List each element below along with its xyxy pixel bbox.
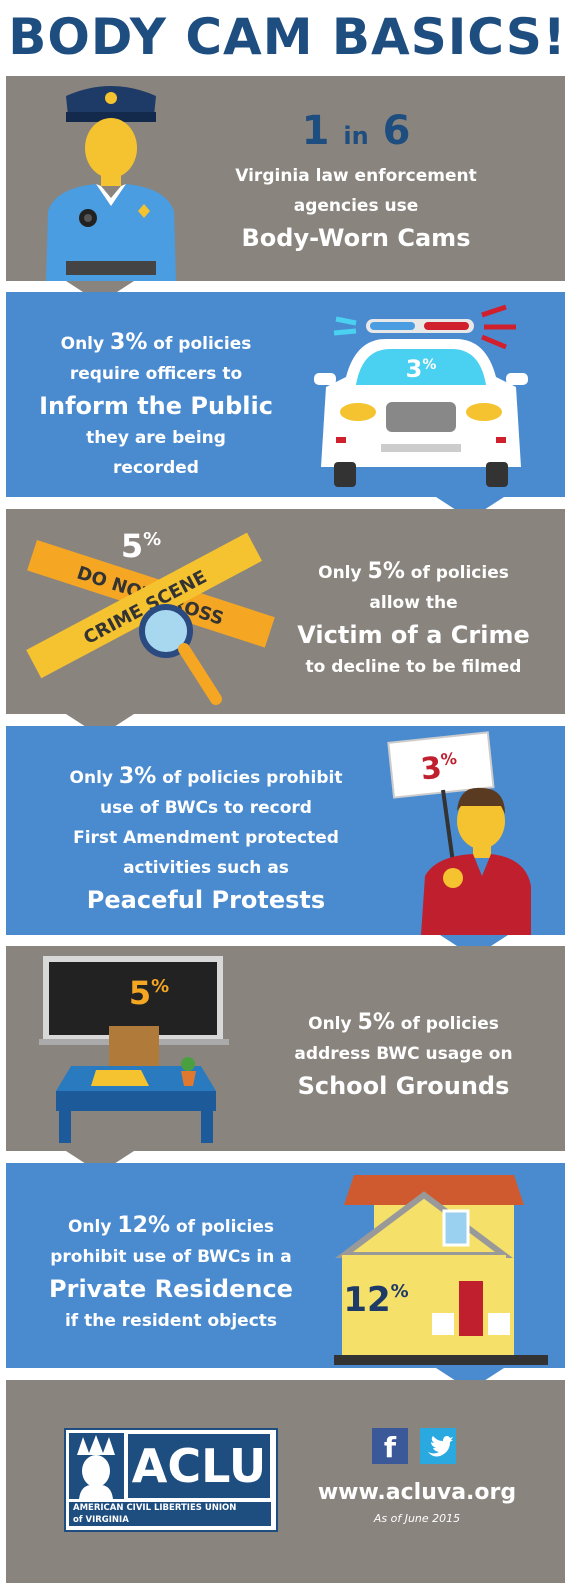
facebook-icon[interactable]: f [372, 1428, 408, 1464]
stat-line-4: if the resident objects [64, 1311, 278, 1331]
protester-illustration: 3% [387, 731, 531, 935]
panel-victim-of-crime: 5% DO NOT CROSS CRIME SCENE Only 5% of p… [6, 509, 565, 714]
police-officer-illustration [46, 86, 176, 281]
stat-line-3: First Amendment protected [73, 828, 339, 848]
stat-pre: Only [318, 563, 362, 583]
aclu-org-line-1: AMERICAN CIVIL LIBERTIES UNION [73, 1503, 237, 1513]
stat-victim-of-crime: Only 5% of policies allow the Victim of … [276, 557, 551, 682]
crime-scene-tape-illustration: 5% DO NOT CROSS CRIME SCENE [26, 527, 275, 705]
house-illustration: 12% [334, 1175, 548, 1365]
stat-line-2: agencies use [293, 196, 419, 216]
panel-body-worn-cams: 1 in 6 Virginia law enforcement agencies… [6, 76, 565, 281]
twitter-bird-icon [428, 1436, 453, 1457]
aclu-org-line-2: of VIRGINIA [73, 1515, 129, 1525]
stat-percent: 3% [118, 764, 157, 789]
stat-highlight: Peaceful Protests [86, 886, 326, 914]
crime-badge-text: 5% [121, 527, 161, 565]
stat-school-grounds: Only 5% of policies address BWC usage on… [261, 1008, 546, 1103]
footer: ACLU AMERICAN CIVIL LIBERTIES UNION of V… [6, 1380, 565, 1583]
house-badge-text: 12% [343, 1280, 408, 1320]
stat-line-2: require officers to [69, 364, 243, 384]
stat-pre: Only [60, 334, 105, 354]
stat-line-1: Virginia law enforcement [235, 166, 477, 186]
stat-line-2: prohibit use of BWCs in a [50, 1247, 292, 1267]
stat-post: of policies prohibit [162, 768, 343, 788]
classroom-illustration: 5% [39, 956, 229, 1143]
stat-pre: Only [69, 768, 113, 788]
stat-line-2: use of BWCs to record [100, 798, 312, 818]
panel-school-grounds: 5% Only 5% of policies address BWC usage… [6, 946, 565, 1151]
police-car-illustration: 3% [314, 304, 528, 487]
stat-line-5: recorded [113, 458, 199, 478]
stat-post: of policies [410, 563, 509, 583]
stat-percent: 5% [357, 1010, 395, 1035]
stat-percent: 5% [367, 559, 405, 584]
stat-line-2: address BWC usage on [294, 1044, 513, 1064]
stat-pre: Only [67, 1217, 112, 1237]
stat-highlight: Victim of a Crime [297, 621, 530, 649]
aclu-org-name: AMERICAN CIVIL LIBERTIES UNION of VIRGIN… [69, 1502, 271, 1526]
stat-line-4: to decline to be filmed [305, 657, 522, 677]
stat-line-4: they are being [86, 428, 226, 448]
car-badge-text: 3% [406, 355, 437, 383]
board-badge-text: 5% [129, 974, 169, 1012]
stat-highlight: Private Residence [49, 1275, 293, 1303]
stat-post: of policies [400, 1014, 499, 1034]
stat-line-2: allow the [369, 593, 458, 613]
twitter-icon[interactable] [420, 1428, 456, 1464]
statue-of-liberty-icon [69, 1433, 124, 1499]
page-title: BODY CAM BASICS! [8, 8, 567, 66]
stat-number-a: 1 [301, 108, 330, 154]
website-link[interactable]: www.acluva.org [317, 1480, 517, 1505]
stat-number-b: 6 [382, 108, 411, 154]
stat-in: in [343, 122, 369, 150]
stat-private-residence: Only 12% of policies prohibit use of BWC… [26, 1211, 316, 1336]
stat-pre: Only [308, 1014, 352, 1034]
stat-percent: 12% [117, 1213, 171, 1238]
stat-post: of policies [175, 1217, 275, 1237]
stat-inform-public: Only 3% of policies require officers to … [16, 328, 296, 483]
stat-line-4: activities such as [123, 858, 289, 878]
stat-highlight: Inform the Public [39, 392, 273, 420]
aclu-wordmark: ACLU [128, 1434, 270, 1498]
stat-highlight: Body-Worn Cams [241, 224, 471, 252]
panel-private-residence: Only 12% of policies prohibit use of BWC… [6, 1163, 565, 1368]
stat-peaceful-protests: Only 3% of policies prohibit use of BWCs… [36, 762, 376, 917]
stat-percent: 3% [110, 330, 148, 355]
stat-post: of policies [153, 334, 252, 354]
panel-inform-public: Only 3% of policies require officers to … [6, 292, 565, 497]
aclu-logo[interactable]: ACLU AMERICAN CIVIL LIBERTIES UNION of V… [64, 1428, 278, 1532]
sign-badge-text: 3% [419, 749, 459, 788]
panel-peaceful-protests: Only 3% of policies prohibit use of BWCs… [6, 726, 565, 935]
stat-one-in-six: 1 in 6 Virginia law enforcement agencies… [221, 106, 491, 255]
stat-highlight: School Grounds [297, 1072, 510, 1100]
as-of-date: As of June 2015 [373, 1512, 461, 1525]
